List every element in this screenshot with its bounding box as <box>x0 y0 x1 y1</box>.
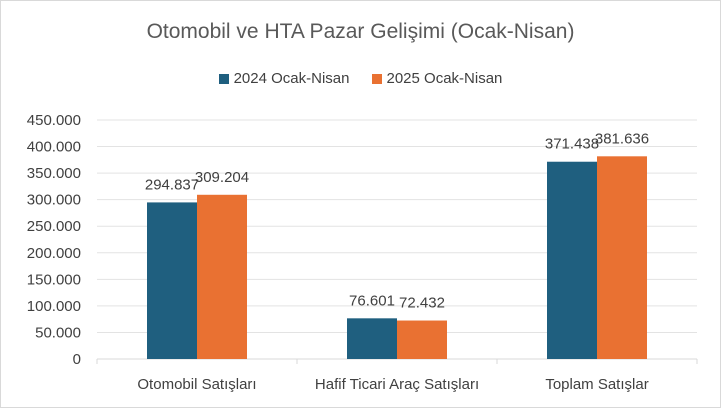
legend-item-2024: 2024 Ocak-Nisan <box>218 70 350 87</box>
y-tick-label: 0 <box>73 351 81 368</box>
y-tick-label: 250.000 <box>27 218 81 235</box>
data-label: 294.837 <box>145 176 199 193</box>
y-tick-label: 100.000 <box>27 298 81 315</box>
x-category-label: Otomobil Satışları <box>137 376 256 393</box>
legend-swatch-2025 <box>371 73 382 84</box>
data-label: 72.432 <box>399 295 445 312</box>
bar <box>597 156 647 359</box>
y-tick-label: 300.000 <box>27 192 81 209</box>
chart-title: Otomobil ve HTA Pazar Gelişimi (Ocak-Nis… <box>146 20 575 43</box>
bar <box>197 194 247 359</box>
legend-item-2025: 2025 Ocak-Nisan <box>371 70 503 87</box>
legend: 2024 Ocak-Nisan 2025 Ocak-Nisan <box>0 70 721 87</box>
data-label: 76.601 <box>349 292 395 309</box>
bar <box>547 161 597 359</box>
y-tick-label: 200.000 <box>27 245 81 262</box>
bar <box>147 202 197 359</box>
y-tick-label: 50.000 <box>35 324 81 341</box>
data-label: 381.636 <box>595 130 649 147</box>
bar <box>347 318 397 359</box>
data-label: 371.438 <box>545 136 599 153</box>
y-tick-label: 450.000 <box>27 112 81 129</box>
y-tick-label: 150.000 <box>27 271 81 288</box>
x-category-label: Toplam Satışlar <box>545 376 648 393</box>
data-label: 309.204 <box>195 169 249 186</box>
y-tick-label: 400.000 <box>27 139 81 156</box>
legend-swatch-2024 <box>218 73 229 84</box>
bar <box>397 320 447 359</box>
legend-label-2025: 2025 Ocak-Nisan <box>386 70 503 87</box>
y-tick-label: 350.000 <box>27 165 81 182</box>
legend-label-2024: 2024 Ocak-Nisan <box>233 70 350 87</box>
x-category-label: Hafif Ticari Araç Satışları <box>315 376 479 393</box>
